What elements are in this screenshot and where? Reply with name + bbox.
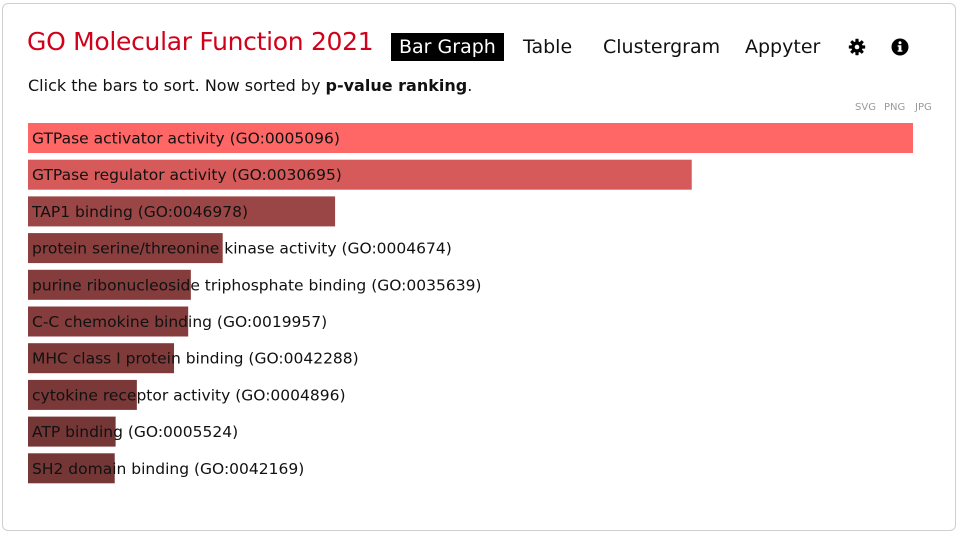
bar[interactable] (28, 306, 189, 337)
bar-group[interactable]: ATP binding (GO:0005524) (28, 416, 238, 447)
bar-label: protein serine/threonine kinase activity… (32, 240, 452, 258)
tab-appyter[interactable]: Appyter (745, 36, 821, 58)
bar-label: cytokine receptor activity (GO:0004896) (32, 386, 346, 404)
bar-label: MHC class I protein binding (GO:0042288) (32, 350, 359, 368)
bar-group[interactable]: protein serine/threonine kinase activity… (28, 233, 452, 264)
bar-group[interactable]: C-C chemokine binding (GO:0019957) (28, 306, 327, 337)
bar[interactable] (28, 196, 336, 227)
bar-group[interactable]: GTPase activator activity (GO:0005096) (28, 123, 913, 153)
bar[interactable] (28, 416, 116, 447)
bar[interactable] (28, 233, 223, 264)
tab-bar-graph[interactable]: Bar Graph (391, 33, 504, 61)
tab-table[interactable]: Table (523, 36, 573, 58)
bar-group[interactable]: GTPase regulator activity (GO:0030695) (28, 159, 692, 190)
bar-group[interactable]: SH2 domain binding (GO:0042169) (28, 453, 304, 484)
bar-group[interactable]: MHC class I protein binding (GO:0042288) (28, 343, 359, 374)
bar-group[interactable]: cytokine receptor activity (GO:0004896) (28, 379, 346, 410)
bar[interactable] (28, 269, 191, 300)
bar[interactable] (28, 159, 692, 190)
gear-icon[interactable] (848, 38, 866, 56)
bar[interactable] (28, 379, 137, 410)
sort-key: p-value ranking (325, 76, 468, 95)
info-icon[interactable] (891, 38, 909, 56)
bar-label: GTPase regulator activity (GO:0030695) (32, 166, 342, 184)
sort-instructions: Click the bars to sort. Now sorted by p-… (28, 76, 472, 95)
results-panel (2, 3, 956, 531)
bar[interactable] (28, 123, 913, 153)
export-jpg-link[interactable]: JPG (915, 102, 932, 113)
export-svg-link[interactable]: SVG (855, 102, 876, 113)
sort-instructions-prefix: Click the bars to sort. Now sorted by (28, 76, 326, 95)
library-title: GO Molecular Function 2021 (27, 27, 374, 56)
bar-label: GTPase activator activity (GO:0005096) (32, 130, 340, 148)
bar-group[interactable]: TAP1 binding (GO:0046978) (28, 196, 336, 227)
tab-clustergram[interactable]: Clustergram (603, 36, 721, 58)
bar-label: C-C chemokine binding (GO:0019957) (32, 313, 327, 331)
sort-instructions-suffix: . (467, 76, 473, 95)
bar-group[interactable]: purine ribonucleoside triphosphate bindi… (28, 269, 481, 300)
bar[interactable] (28, 343, 175, 374)
bar-label: SH2 domain binding (GO:0042169) (32, 460, 304, 478)
bar[interactable] (28, 453, 115, 484)
bar-label: TAP1 binding (GO:0046978) (31, 203, 248, 221)
bar-label: purine ribonucleoside triphosphate bindi… (32, 276, 481, 294)
bar-label: ATP binding (GO:0005524) (32, 423, 238, 441)
export-png-link[interactable]: PNG (884, 102, 906, 113)
